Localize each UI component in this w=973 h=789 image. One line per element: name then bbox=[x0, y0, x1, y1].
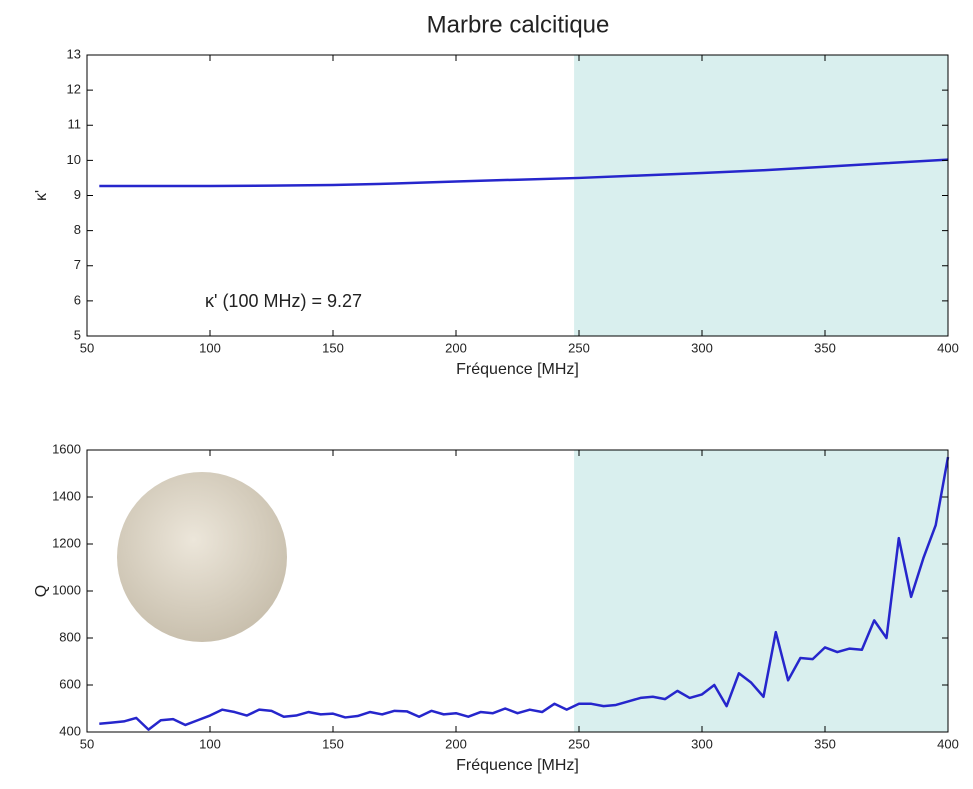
x-axis-label: Fréquence [MHz] bbox=[456, 757, 579, 774]
y-tick-label: 1000 bbox=[52, 582, 81, 597]
x-tick-label: 300 bbox=[691, 736, 713, 751]
x-tick-label: 50 bbox=[80, 340, 94, 355]
y-tick-label: 800 bbox=[59, 629, 81, 644]
x-tick-label: 350 bbox=[814, 340, 836, 355]
y-tick-label: 1600 bbox=[52, 441, 81, 456]
x-tick-label: 200 bbox=[445, 736, 467, 751]
x-tick-label: 150 bbox=[322, 340, 344, 355]
x-tick-label: 100 bbox=[199, 340, 221, 355]
data-line bbox=[99, 456, 950, 731]
data-line bbox=[99, 158, 949, 188]
y-tick-label: 11 bbox=[68, 117, 82, 132]
y-tick-label: 12 bbox=[67, 82, 81, 97]
x-tick-label: 250 bbox=[568, 736, 590, 751]
y-tick-label: 6 bbox=[74, 292, 81, 307]
x-tick-label: 300 bbox=[691, 340, 713, 355]
y-tick-label: 5 bbox=[74, 327, 81, 342]
y-axis-label: κ' bbox=[33, 190, 50, 201]
x-tick-label: 50 bbox=[80, 736, 94, 751]
x-tick-label: 200 bbox=[445, 340, 467, 355]
y-tick-label: 13 bbox=[67, 46, 81, 61]
x-tick-label: 350 bbox=[814, 736, 836, 751]
x-tick-label: 250 bbox=[568, 340, 590, 355]
y-tick-label: 600 bbox=[59, 676, 81, 691]
shaded-band bbox=[574, 55, 948, 336]
y-tick-label: 1400 bbox=[52, 488, 81, 503]
shaded-band bbox=[574, 450, 948, 732]
y-tick-label: 9 bbox=[74, 187, 81, 202]
annotation: κ' (100 MHz) = 9.27 bbox=[205, 291, 362, 311]
x-tick-label: 150 bbox=[322, 736, 344, 751]
x-tick-label: 400 bbox=[937, 736, 959, 751]
y-tick-label: 400 bbox=[59, 723, 81, 738]
y-axis-label: Q bbox=[33, 585, 50, 597]
y-tick-label: 1200 bbox=[52, 535, 81, 550]
y-tick-label: 8 bbox=[74, 222, 81, 237]
x-axis-label: Fréquence [MHz] bbox=[456, 361, 579, 378]
x-tick-label: 400 bbox=[937, 340, 959, 355]
chart-title: Marbre calcitique bbox=[427, 11, 610, 38]
y-tick-label: 10 bbox=[67, 152, 81, 167]
sample-photo bbox=[117, 472, 287, 642]
x-tick-label: 100 bbox=[199, 736, 221, 751]
y-tick-label: 7 bbox=[74, 257, 81, 272]
